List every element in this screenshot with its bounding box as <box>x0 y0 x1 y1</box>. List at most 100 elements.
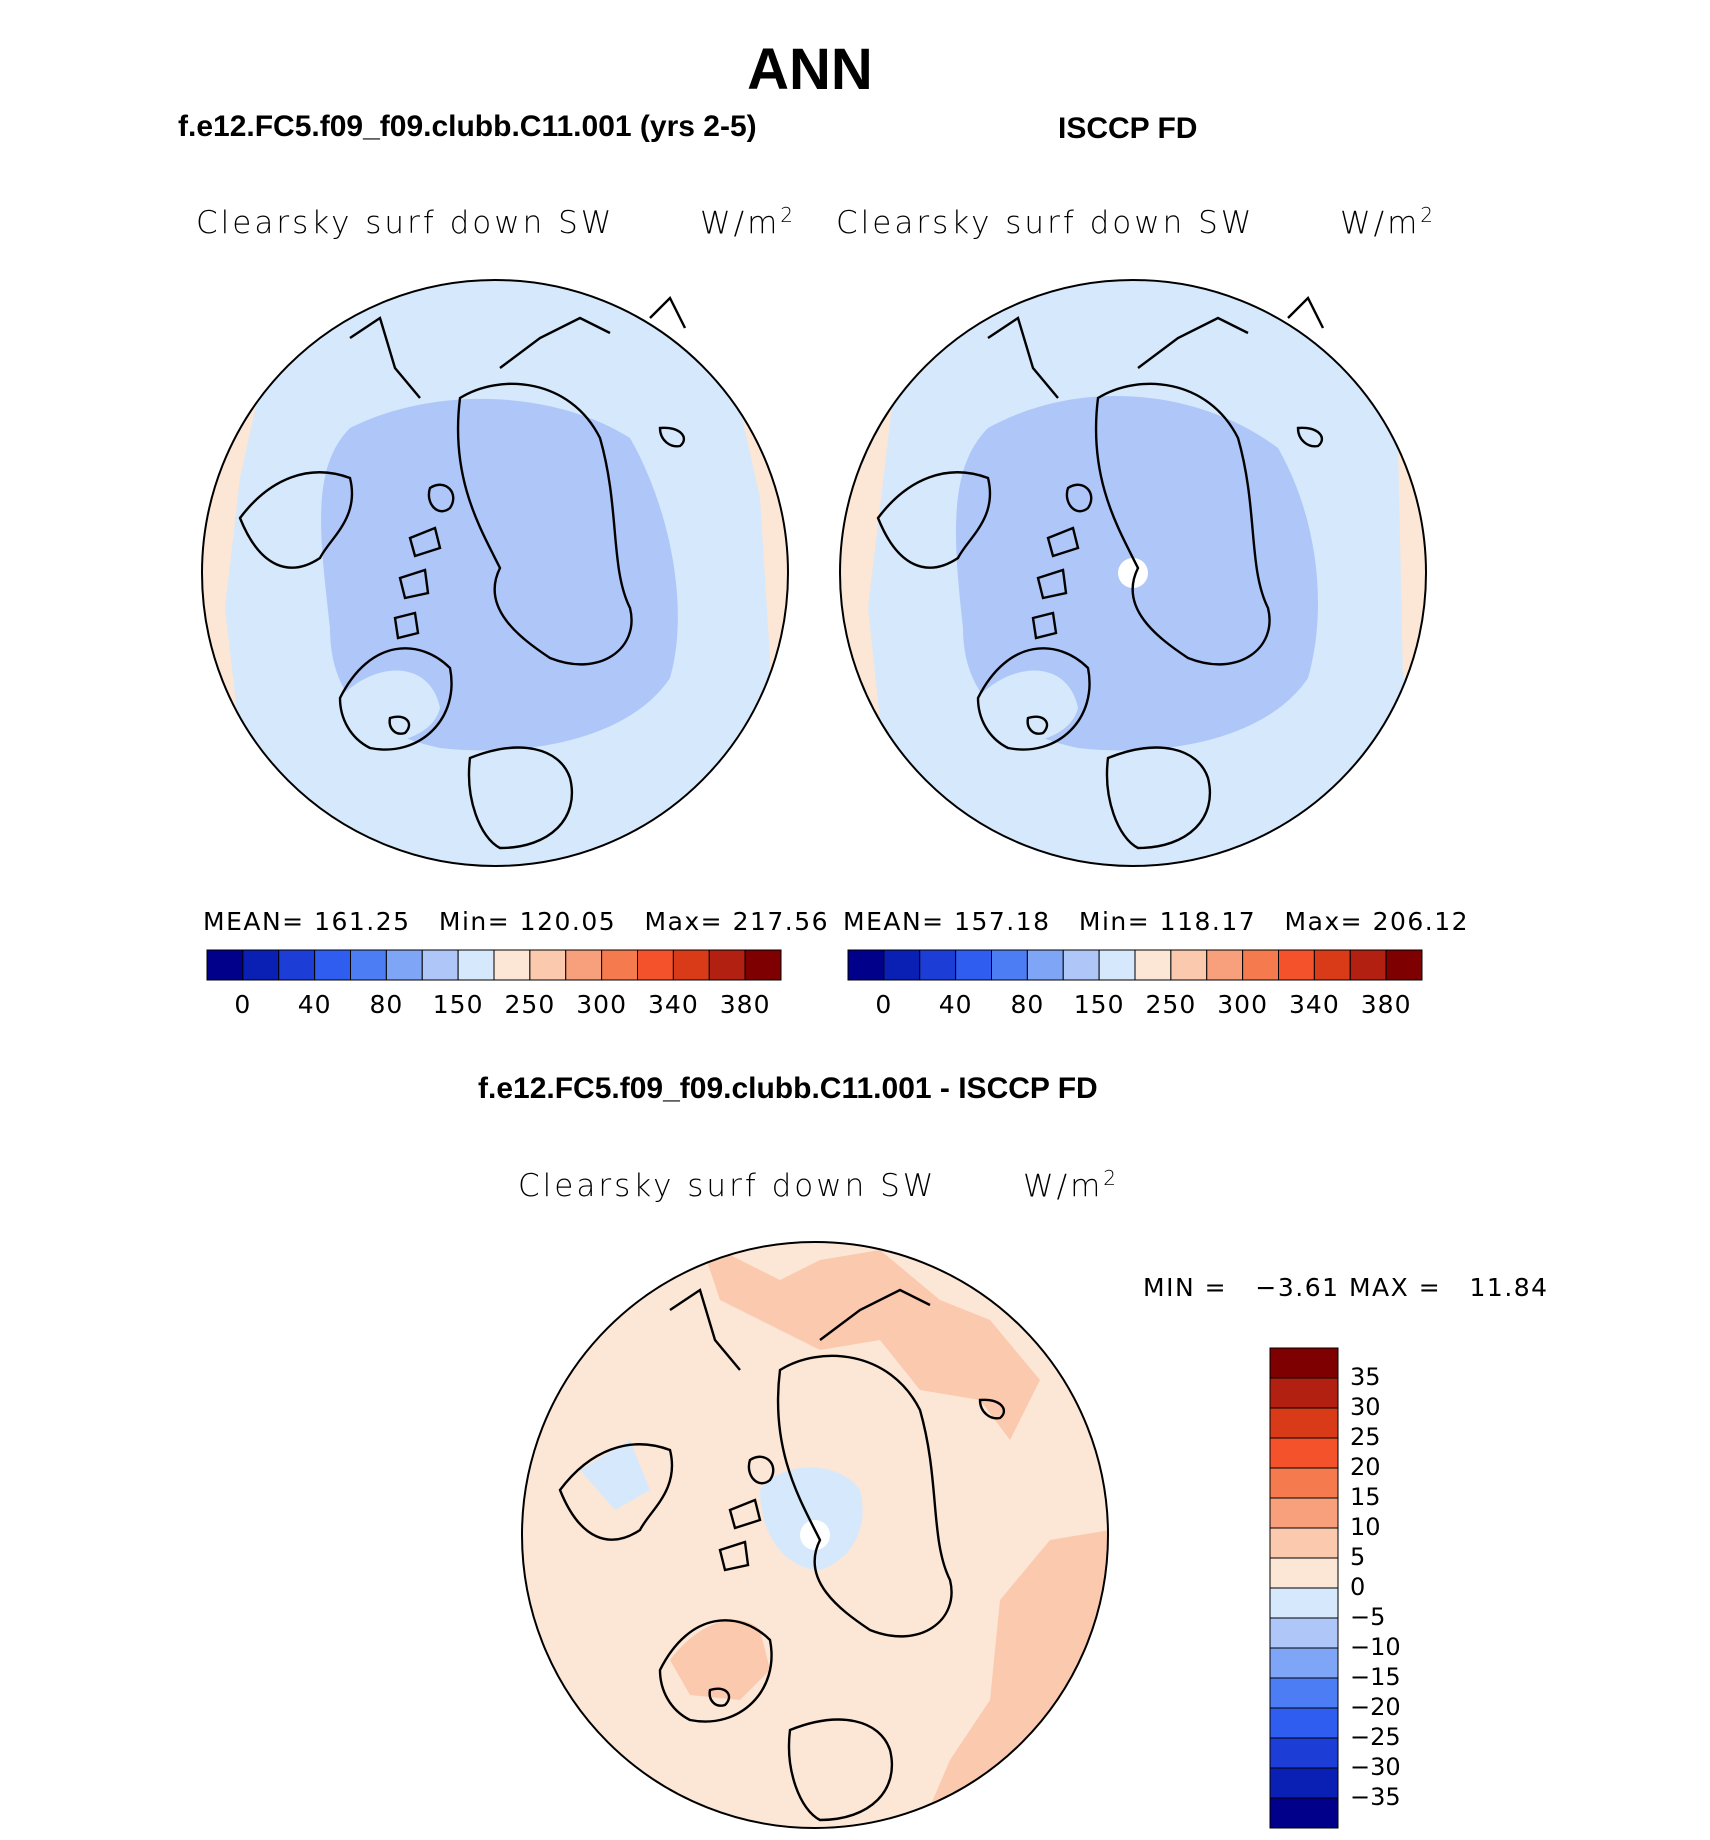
obs-colorbar-ticks: 0 40 80 150 250 300 340 380 <box>848 990 1422 1020</box>
model-tick-5: 300 <box>576 990 627 1019</box>
diff-tick-3: 20 <box>1350 1453 1381 1481</box>
obs-mean-value: 157.18 <box>954 907 1051 936</box>
diff-colorbar-swatch-11 <box>1269 1677 1339 1709</box>
model-colorbar-swatch-2 <box>278 949 316 981</box>
obs-colorbar-swatch-15 <box>1385 949 1423 981</box>
obs-colorbar-swatch-1 <box>883 949 921 981</box>
diff-colorbar-swatch-9 <box>1269 1617 1339 1649</box>
obs-colorbar-swatch-0 <box>847 949 885 981</box>
obs-colorbar-swatch-4 <box>991 949 1028 981</box>
diff-colorbar-swatch-7 <box>1269 1557 1339 1589</box>
diff-colorbar-labels: 35 30 25 20 15 10 5 0 −5 −10 −15 −20 −25… <box>1350 1348 1430 1828</box>
diff-colorbar-swatch-3 <box>1269 1437 1339 1469</box>
model-colorbar <box>206 949 782 981</box>
model-polar-map <box>201 279 789 867</box>
model-colorbar-swatch-12 <box>637 949 674 981</box>
obs-tick-5: 300 <box>1217 990 1268 1019</box>
model-colorbar-ticks: 0 40 80 150 250 300 340 380 <box>207 990 781 1020</box>
diff-tick-9: −10 <box>1350 1633 1401 1661</box>
diff-tick-0: 35 <box>1350 1363 1381 1391</box>
model-colorbar-swatch-14 <box>708 949 746 981</box>
model-max-value: 217.56 <box>732 907 830 936</box>
obs-colorbar-swatch-8 <box>1134 949 1172 981</box>
diff-tick-14: −35 <box>1350 1783 1401 1811</box>
obs-tick-3: 150 <box>1073 990 1125 1019</box>
obs-colorbar-swatch-10 <box>1206 949 1244 981</box>
model-colorbar-swatch-11 <box>601 949 638 981</box>
diff-tick-1: 30 <box>1350 1393 1381 1421</box>
obs-min-label: Min= <box>1078 907 1151 936</box>
diff-colorbar-swatch-10 <box>1269 1647 1339 1679</box>
obs-max-value: 206.12 <box>1372 907 1470 936</box>
diff-tick-8: −5 <box>1350 1603 1386 1631</box>
diff-tick-11: −20 <box>1350 1693 1401 1721</box>
obs-colorbar-swatch-5 <box>1026 949 1064 981</box>
model-colorbar-swatch-13 <box>672 949 710 981</box>
model-colorbar-swatch-7 <box>457 949 495 981</box>
model-colorbar-swatch-3 <box>314 949 351 981</box>
diff-colorbar-swatch-5 <box>1269 1497 1339 1529</box>
diff-min-value: −3.61 <box>1255 1273 1340 1302</box>
diff-colorbar-swatch-15 <box>1269 1797 1339 1829</box>
obs-colorbar-swatch-2 <box>919 949 957 981</box>
obs-colorbar-swatch-13 <box>1313 949 1351 981</box>
diff-units-sup: 2 <box>1103 1166 1120 1190</box>
model-colorbar-swatch-9 <box>529 949 567 981</box>
obs-units-sup: 2 <box>1420 203 1437 227</box>
obs-tick-7: 380 <box>1360 990 1412 1019</box>
diff-colorbar-swatch-13 <box>1269 1737 1339 1769</box>
model-units-text: W/m <box>700 205 781 242</box>
obs-tick-0: 0 <box>875 990 893 1019</box>
model-units-sup: 2 <box>780 203 797 227</box>
obs-colorbar-swatch-7 <box>1098 949 1136 981</box>
model-panel-heading: f.e12.FC5.f09_f09.clubb.C11.001 (yrs 2-5… <box>178 110 757 143</box>
model-mean-label: MEAN= <box>203 907 305 936</box>
model-tick-7: 380 <box>719 990 771 1019</box>
obs-units-text: W/m <box>1340 205 1421 242</box>
model-colorbar-swatch-4 <box>350 949 387 981</box>
diff-max-label: MAX = <box>1348 1273 1442 1302</box>
model-mean-value: 161.25 <box>314 907 411 936</box>
model-variable-label: Clearsky surf down SW <box>196 205 615 241</box>
obs-tick-4: 250 <box>1145 990 1197 1019</box>
main-title: ANN <box>747 37 873 102</box>
obs-colorbar-swatch-6 <box>1062 949 1100 981</box>
obs-tick-2: 80 <box>1010 990 1045 1019</box>
obs-colorbar-swatch-9 <box>1170 949 1208 981</box>
diff-colorbar-swatch-8 <box>1269 1587 1339 1619</box>
diff-units-label: W/m2 <box>1023 1166 1119 1204</box>
obs-colorbar-swatch-14 <box>1349 949 1387 981</box>
diff-tick-5: 10 <box>1350 1513 1381 1541</box>
diff-panel-heading: f.e12.FC5.f09_f09.clubb.C11.001 - ISCCP … <box>478 1072 1098 1105</box>
diff-colorbar-swatch-1 <box>1269 1377 1339 1409</box>
diff-tick-2: 25 <box>1350 1423 1381 1451</box>
model-colorbar-swatch-10 <box>565 949 603 981</box>
model-colorbar-swatch-1 <box>242 949 280 981</box>
model-min-value: 120.05 <box>519 907 617 936</box>
model-colorbar-swatch-0 <box>206 949 244 981</box>
obs-max-label: Max= <box>1284 907 1364 936</box>
obs-min-value: 118.17 <box>1159 907 1257 936</box>
model-max-label: Max= <box>644 907 724 936</box>
model-tick-6: 340 <box>648 990 699 1019</box>
model-tick-4: 250 <box>504 990 556 1019</box>
diff-colorbar-swatch-4 <box>1269 1467 1339 1499</box>
obs-polar-map <box>839 279 1427 867</box>
obs-colorbar-swatch-12 <box>1278 949 1315 981</box>
diff-colorbar-swatch-12 <box>1269 1707 1339 1739</box>
diff-tick-13: −30 <box>1350 1753 1401 1781</box>
obs-colorbar-swatch-11 <box>1242 949 1279 981</box>
obs-variable-label: Clearsky surf down SW <box>836 205 1255 241</box>
diff-colorbar-swatch-14 <box>1269 1767 1339 1799</box>
model-tick-1: 40 <box>297 990 332 1019</box>
obs-colorbar <box>847 949 1423 981</box>
obs-mean-label: MEAN= <box>843 907 945 936</box>
obs-panel-heading: ISCCP FD <box>1058 112 1198 145</box>
diff-variable-label: Clearsky surf down SW <box>518 1168 937 1204</box>
model-colorbar-swatch-15 <box>744 949 782 981</box>
diff-colorbar <box>1269 1347 1339 1829</box>
model-colorbar-swatch-8 <box>493 949 531 981</box>
model-stats: MEAN= 161.25 Min= 120.05 Max= 217.56 <box>203 907 829 936</box>
diff-colorbar-swatch-6 <box>1269 1527 1339 1559</box>
model-tick-2: 80 <box>369 990 404 1019</box>
